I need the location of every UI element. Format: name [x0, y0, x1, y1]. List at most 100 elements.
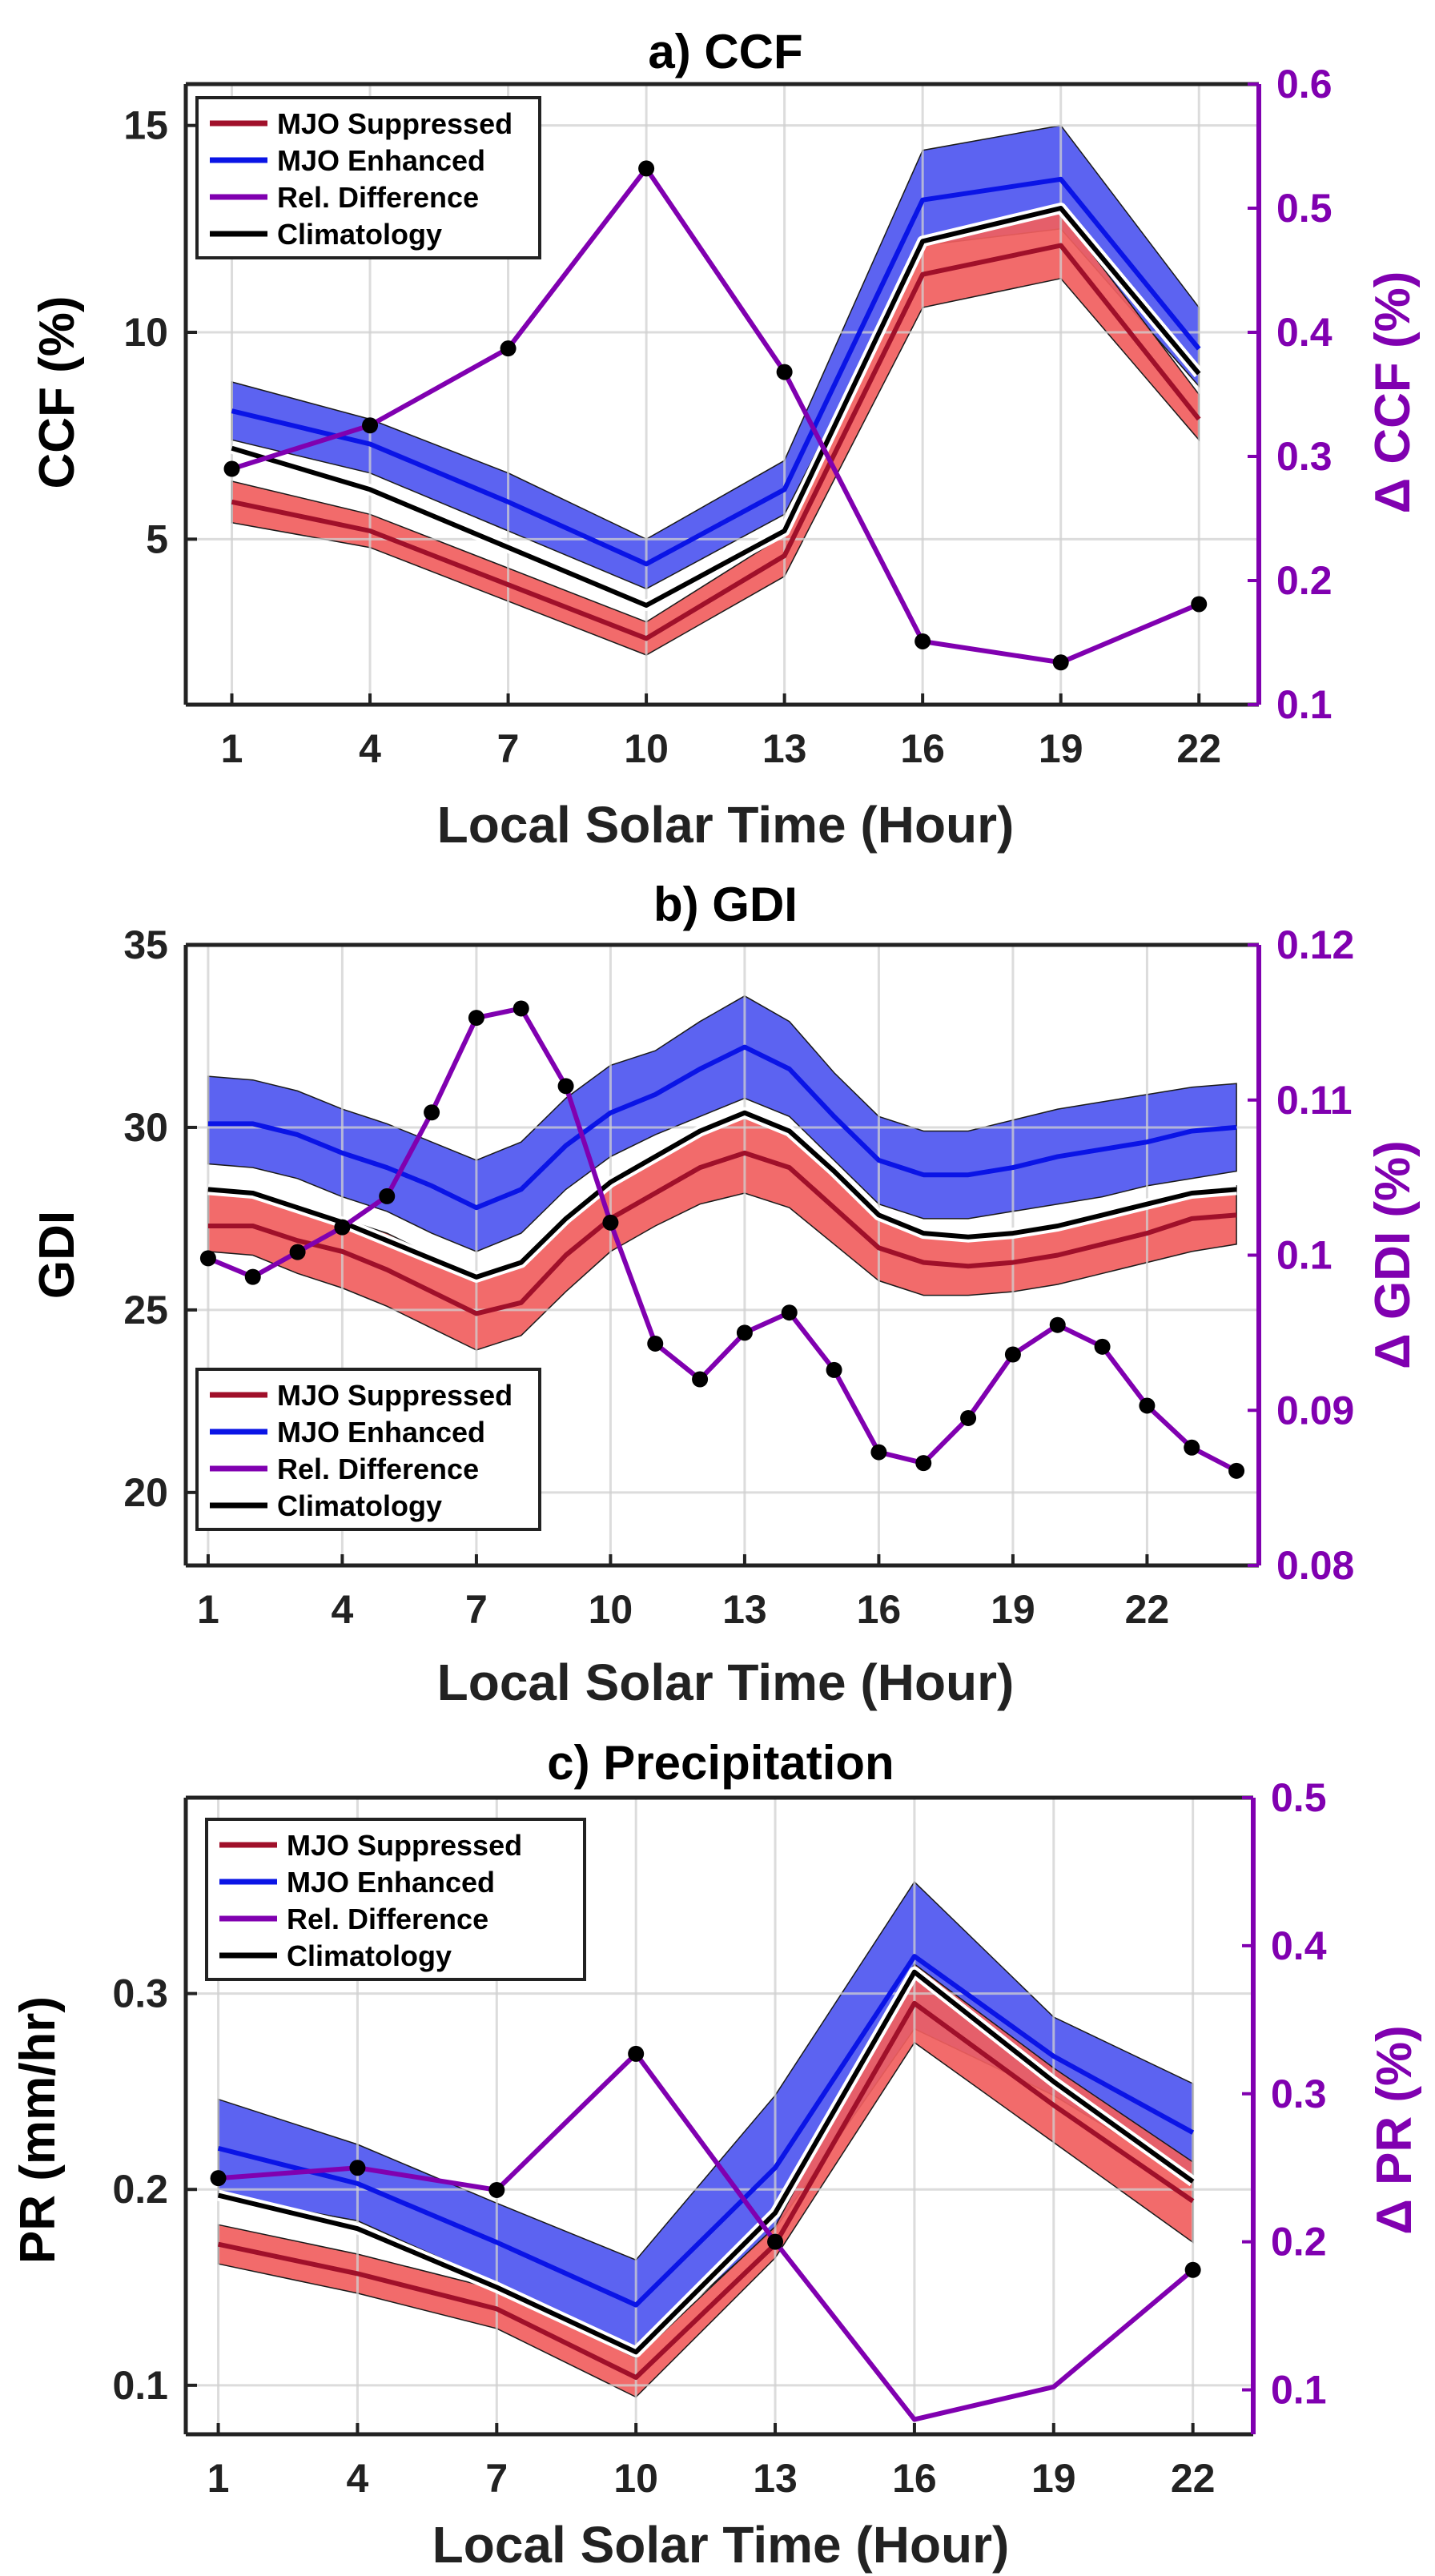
y-axis-label: GDI	[30, 1211, 85, 1299]
rel-difference-point	[692, 1371, 709, 1388]
legend-label: Rel. Difference	[277, 181, 479, 214]
rel-difference-point	[289, 1244, 306, 1260]
y2-tick-label: 0.3	[1276, 434, 1332, 479]
x-axis-label: Local Solar Time (Hour)	[437, 1654, 1015, 1711]
rel-difference-point	[647, 1335, 664, 1352]
mjo-suppressed-line	[207, 1150, 1237, 1316]
y2-axis-label: Δ PR (%)	[1367, 2025, 1422, 2235]
rel-difference-point	[960, 1409, 977, 1426]
x-tick-label: 19	[1031, 2456, 1076, 2501]
rel-difference-point	[512, 1000, 529, 1017]
x-tick-label: 22	[1125, 1587, 1170, 1632]
legend-label: Rel. Difference	[287, 1903, 488, 1935]
panel-ccf: a) CCF 1 4 7 10 13 16 19 22 5 10 15 0.1 0.2 0.3 0.4 0.5…	[30, 25, 1421, 854]
legend-item-suppressed: MJO Suppressed	[210, 107, 512, 140]
x-tick-label: 7	[485, 2456, 508, 2501]
x-tick-label: 10	[624, 726, 669, 771]
x-tick-label: 1	[221, 726, 243, 771]
rel-difference-point	[1139, 1397, 1156, 1414]
rel-difference-line	[207, 1006, 1238, 1473]
rel-difference-point	[914, 633, 931, 649]
enhanced-confidence-band	[207, 995, 1237, 1252]
rel-difference-point	[468, 1010, 484, 1027]
legend-label: Climatology	[277, 218, 442, 251]
axes-layer: 1 4 7 10 13 16 19 22 5 10 15 0.1 0.2 0.3 0.4 0.5 0.6	[123, 62, 1332, 771]
rel-difference-point	[1004, 1346, 1021, 1363]
x-tick-label: 13	[753, 2456, 798, 2501]
rel-difference-point	[424, 1104, 440, 1121]
rel-difference-point	[1191, 596, 1208, 613]
mjo-suppressed-line	[231, 243, 1201, 641]
y2-tick-label: 0.3	[1271, 2072, 1327, 2116]
y-tick-label: 0.3	[112, 1971, 168, 2016]
legend-item-suppressed: MJO Suppressed	[210, 1379, 512, 1412]
x-tick-label: 22	[1171, 2456, 1216, 2501]
panel-title: c) Precipitation	[547, 1736, 894, 1790]
rel-difference-point	[1184, 1439, 1200, 1456]
rel-difference-point	[1184, 2261, 1201, 2278]
axes-layer: 1 4 7 10 13 16 19 22 20 25 30 35 0.08 0.09 0.1 0.11 0.12	[123, 922, 1354, 1632]
legend-label: Climatology	[287, 1939, 452, 1972]
y2-tick-label: 0.4	[1271, 1923, 1327, 1968]
legend-label: Rel. Difference	[277, 1453, 479, 1485]
y2-tick-label: 0.6	[1276, 62, 1332, 106]
climatology-line	[231, 206, 1201, 608]
x-tick-label: 10	[613, 2456, 658, 2501]
rel-difference-point	[1049, 1316, 1066, 1333]
legend-label: MJO Suppressed	[287, 1829, 522, 1862]
y2-tick-label: 0.5	[1271, 1775, 1327, 1820]
legend: MJO Suppressed MJO Enhanced Rel. Differenc…	[205, 1818, 586, 1981]
axes-layer: 1 4 7 10 13 16 19 22 0.1 0.2 0.3 0.1 0.2 0.3 0.4 0.5	[112, 1775, 1326, 2501]
x-tick-label: 4	[359, 726, 381, 771]
legend-item-rel-difference: Rel. Difference	[210, 181, 479, 214]
legend-item-rel-difference: Rel. Difference	[219, 1903, 488, 1935]
rel-difference-point	[557, 1078, 574, 1095]
y2-tick-label: 0.5	[1276, 186, 1332, 231]
rel-difference-point	[1052, 654, 1069, 671]
x-tick-label: 4	[332, 1587, 354, 1632]
x-tick-label: 13	[722, 1587, 767, 1632]
rel-difference-point	[628, 2045, 645, 2062]
legend: MJO Suppressed MJO Enhanced Rel. Differenc…	[195, 96, 541, 259]
rel-difference-point	[915, 1455, 932, 1472]
mjo-enhanced-line	[207, 1044, 1237, 1211]
rel-difference-point	[1094, 1338, 1111, 1355]
y2-axis-label: Δ CCF (%)	[1365, 271, 1421, 514]
mjo-enhanced-line	[217, 1954, 1195, 2308]
legend: MJO Suppressed MJO Enhanced Rel. Differenc…	[195, 1368, 541, 1531]
line-layer	[199, 1000, 1245, 1479]
rel-difference-point	[379, 1188, 396, 1204]
x-axis-label: Local Solar Time (Hour)	[437, 796, 1015, 854]
y2-tick-label: 0.1	[1276, 682, 1332, 727]
y-tick-label: 0.2	[112, 2167, 168, 2212]
y-tick-label: 20	[123, 1470, 168, 1515]
x-tick-label: 4	[347, 2456, 369, 2501]
x-axis-label: Local Solar Time (Hour)	[432, 2516, 1010, 2574]
y2-tick-label: 0.2	[1271, 2220, 1327, 2265]
x-tick-label: 16	[900, 726, 945, 771]
x-tick-label: 7	[497, 726, 520, 771]
legend-item-rel-difference: Rel. Difference	[210, 1453, 479, 1485]
legend-item-climatology: Climatology	[210, 218, 442, 251]
y-axis-label: PR (mm/hr)	[10, 1996, 66, 2264]
rel-difference-point	[488, 2181, 505, 2198]
x-tick-label: 16	[857, 1587, 902, 1632]
rel-difference-point	[781, 1304, 798, 1321]
x-tick-label: 19	[1039, 726, 1083, 771]
rel-difference-point	[826, 1361, 842, 1378]
legend-label: MJO Enhanced	[277, 1416, 485, 1449]
rel-difference-point	[334, 1219, 351, 1236]
rel-difference-point	[199, 1250, 216, 1267]
legend-label: MJO Suppressed	[277, 1379, 512, 1412]
line-layer	[210, 1954, 1201, 2422]
rel-difference-point	[362, 417, 379, 434]
y2-tick-label: 0.1	[1276, 1233, 1332, 1278]
y2-tick-label: 0.09	[1276, 1388, 1354, 1433]
legend-item-enhanced: MJO Enhanced	[210, 1416, 485, 1449]
legend-label: MJO Enhanced	[277, 144, 485, 177]
y-tick-label: 30	[123, 1105, 168, 1150]
rel-difference-point	[223, 460, 240, 477]
rel-difference-point	[349, 2160, 366, 2176]
y-tick-label: 25	[123, 1288, 168, 1332]
mjo-suppressed-line	[217, 2000, 1195, 2381]
